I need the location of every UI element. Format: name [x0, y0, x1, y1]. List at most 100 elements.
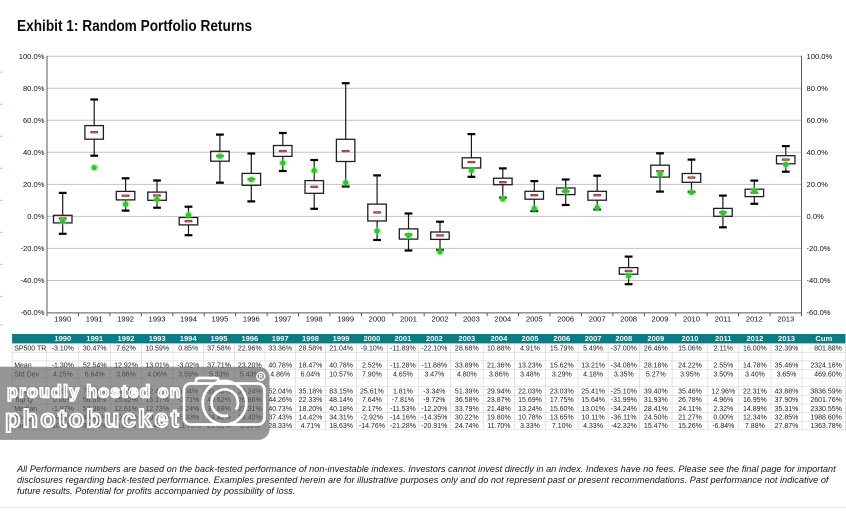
svg-text:proudly hosted on: proudly hosted on [7, 382, 182, 402]
svg-text:2008: 2008 [615, 334, 632, 343]
svg-text:35.18%: 35.18% [299, 389, 323, 396]
svg-text:1363.78%: 1363.78% [810, 423, 842, 430]
svg-text:0.0%: 0.0% [27, 212, 45, 221]
svg-text:43.88%: 43.88% [775, 389, 799, 396]
svg-text:37.58%: 37.58% [207, 345, 231, 352]
svg-text:24.50%: 24.50% [644, 414, 668, 421]
svg-text:12.34%: 12.34% [743, 414, 767, 421]
svg-text:Cum: Cum [815, 334, 832, 343]
svg-text:1999: 1999 [337, 315, 354, 324]
svg-text:2.32%: 2.32% [713, 406, 733, 413]
svg-text:10.57%: 10.57% [329, 371, 353, 378]
svg-text:1995: 1995 [211, 315, 228, 324]
svg-text:0.85%: 0.85% [178, 345, 198, 352]
svg-text:29.94%: 29.94% [487, 389, 511, 396]
svg-text:2005: 2005 [526, 315, 543, 324]
svg-text:2000: 2000 [363, 334, 380, 343]
svg-text:2324.16%: 2324.16% [810, 363, 842, 370]
svg-text:1997: 1997 [274, 315, 291, 324]
svg-text:7.90%: 7.90% [362, 371, 382, 378]
svg-text:2010: 2010 [682, 334, 699, 343]
svg-text:27.87%: 27.87% [775, 423, 799, 430]
svg-text:1991: 1991 [86, 315, 103, 324]
svg-text:-25.10%: -25.10% [611, 389, 637, 396]
svg-text:28.33%: 28.33% [268, 423, 292, 430]
svg-text:1993: 1993 [149, 334, 166, 343]
svg-text:469.60%: 469.60% [814, 371, 842, 378]
svg-text:1998: 1998 [302, 334, 319, 343]
svg-text:15.64%: 15.64% [581, 397, 605, 404]
svg-text:0.00%: 0.00% [713, 414, 733, 421]
svg-text:39.40%: 39.40% [644, 389, 668, 396]
svg-text:23.20%: 23.20% [238, 363, 262, 370]
svg-text:22.96%: 22.96% [238, 345, 262, 352]
svg-text:7.62%: 7.62% [116, 345, 136, 352]
svg-text:15.62%: 15.62% [550, 363, 574, 370]
svg-text:-20.0%: -20.0% [20, 244, 44, 253]
svg-text:1988.60%: 1988.60% [810, 414, 842, 421]
svg-text:15.47%: 15.47% [644, 423, 668, 430]
svg-text:1997: 1997 [272, 334, 289, 343]
svg-text:-6.84%: -6.84% [712, 423, 734, 430]
svg-text:12.92%: 12.92% [114, 363, 138, 370]
svg-text:-36.11%: -36.11% [611, 414, 637, 421]
svg-text:60.0%: 60.0% [807, 116, 829, 125]
svg-text:10.11%: 10.11% [581, 414, 604, 421]
svg-text:13.01%: 13.01% [145, 363, 169, 370]
svg-text:28.41%: 28.41% [644, 406, 668, 413]
svg-text:40.18%: 40.18% [329, 406, 353, 413]
svg-text:4.86%: 4.86% [270, 371, 290, 378]
svg-text:7.64%: 7.64% [362, 397, 382, 404]
svg-text:2.52%: 2.52% [362, 363, 382, 370]
svg-text:-37.00%: -37.00% [611, 345, 637, 352]
svg-text:14.89%: 14.89% [743, 406, 767, 413]
svg-text:10.78%: 10.78% [518, 414, 542, 421]
svg-text:2013: 2013 [778, 334, 795, 343]
svg-text:-2.92%: -2.92% [361, 414, 383, 421]
svg-text:1994: 1994 [180, 334, 198, 343]
svg-text:2601.76%: 2601.76% [810, 397, 842, 404]
svg-text:2002: 2002 [426, 334, 443, 343]
svg-text:3.40%: 3.40% [745, 371, 765, 378]
svg-text:2010: 2010 [683, 315, 700, 324]
svg-text:20.0%: 20.0% [23, 180, 45, 189]
svg-text:37.71%: 37.71% [207, 363, 231, 370]
svg-text:10.59%: 10.59% [145, 345, 169, 352]
svg-text:4.33%: 4.33% [583, 423, 603, 430]
svg-text:4.65%: 4.65% [393, 371, 413, 378]
svg-text:-12.20%: -12.20% [421, 406, 447, 413]
svg-text:13.24%: 13.24% [518, 406, 542, 413]
svg-text:7.10%: 7.10% [552, 423, 572, 430]
svg-text:34.31%: 34.31% [329, 414, 353, 421]
svg-text:2001: 2001 [400, 315, 417, 324]
svg-text:2.11%: 2.11% [714, 345, 733, 352]
svg-text:3.65%: 3.65% [777, 371, 797, 378]
svg-text:-40.0%: -40.0% [807, 276, 831, 285]
svg-text:-11.53%: -11.53% [390, 406, 416, 413]
svg-text:24.22%: 24.22% [678, 363, 702, 370]
svg-text:15.60%: 15.60% [550, 406, 574, 413]
svg-text:2012: 2012 [746, 334, 763, 343]
svg-text:-22.10%: -22.10% [421, 345, 447, 352]
svg-text:photobucket: photobucket [5, 405, 181, 433]
svg-text:4.71%: 4.71% [301, 423, 321, 430]
svg-text:-31.99%: -31.99% [611, 397, 637, 404]
svg-text:100.0%: 100.0% [19, 52, 45, 61]
svg-text:2007: 2007 [589, 315, 606, 324]
svg-text:801.88%: 801.88% [814, 345, 842, 352]
svg-text:-7.81%: -7.81% [392, 397, 414, 404]
svg-text:19.80%: 19.80% [487, 414, 511, 421]
svg-text:48.14%: 48.14% [329, 397, 353, 404]
svg-text:14.42%: 14.42% [299, 414, 323, 421]
svg-text:40.0%: 40.0% [807, 148, 829, 157]
svg-text:40.0%: 40.0% [23, 148, 45, 157]
svg-text:3.95%: 3.95% [680, 371, 700, 378]
svg-text:-3.02%: -3.02% [177, 363, 199, 370]
svg-text:24.11%: 24.11% [678, 406, 701, 413]
svg-text:6.04%: 6.04% [301, 371, 321, 378]
svg-text:1996: 1996 [241, 334, 258, 343]
svg-text:-21.28%: -21.28% [390, 423, 416, 430]
svg-text:4.80%: 4.80% [457, 371, 477, 378]
svg-text:1992: 1992 [118, 334, 135, 343]
svg-text:2003: 2003 [458, 334, 475, 343]
